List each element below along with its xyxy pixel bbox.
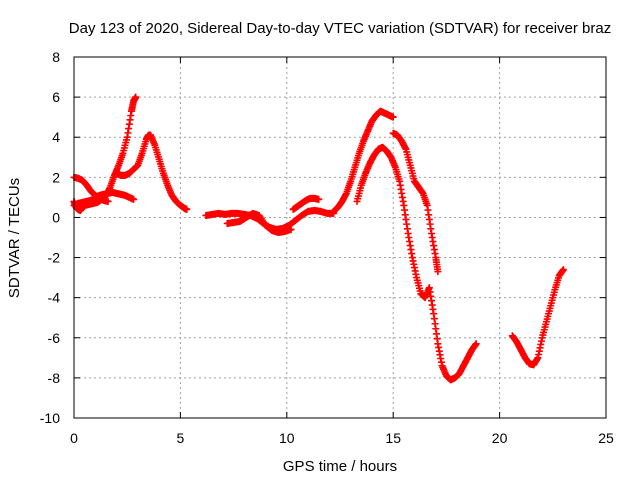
axis-ticks: 0 5 10 15 20 25 -10 -8 -6 -4 -2 0 2 4 6 8 (40, 49, 614, 446)
data-point (132, 93, 140, 101)
x-tick-label: 25 (598, 430, 614, 446)
data-point (104, 197, 112, 205)
x-axis-label: GPS time / hours (283, 458, 397, 475)
y-tick-label: -8 (48, 370, 61, 386)
x-tick-label: 0 (70, 430, 78, 446)
data-point (559, 266, 567, 274)
series-seg10 (389, 129, 442, 276)
data-point (130, 195, 138, 203)
y-tick-label: 8 (52, 49, 60, 65)
y-axis-label: SDTVAR / TECUs (6, 178, 23, 298)
series-seg8 (330, 107, 397, 215)
data-point (389, 113, 397, 121)
y-tick-label: -4 (48, 290, 61, 306)
y-tick-label: 0 (52, 209, 60, 225)
plot-frame (73, 56, 607, 419)
y-tick-label: 6 (52, 89, 60, 105)
series-seg4 (113, 131, 191, 213)
data-point (472, 340, 480, 348)
data-point (183, 205, 191, 213)
y-tick-label: -10 (40, 410, 60, 426)
series-seg9 (353, 143, 480, 384)
x-tick-label: 20 (492, 430, 508, 446)
data-point (287, 225, 295, 233)
x-tick-label: 15 (385, 430, 401, 446)
series-seg7 (289, 194, 323, 213)
series-seg6 (223, 209, 295, 236)
series-seg5 (202, 206, 338, 233)
y-tick-label: -6 (48, 330, 61, 346)
data-point (434, 268, 442, 276)
x-tick-label: 5 (177, 430, 185, 446)
chart-title: Day 123 of 2020, Sidereal Day-to-day VTE… (69, 20, 611, 37)
series-seg3 (70, 188, 138, 209)
y-tick-label: -2 (48, 250, 61, 266)
data-points (70, 93, 567, 384)
data-point (315, 195, 323, 203)
x-tick-label: 10 (279, 430, 295, 446)
y-tick-label: 2 (52, 169, 60, 185)
y-tick-label: 4 (52, 129, 60, 145)
series-seg11 (508, 266, 567, 369)
